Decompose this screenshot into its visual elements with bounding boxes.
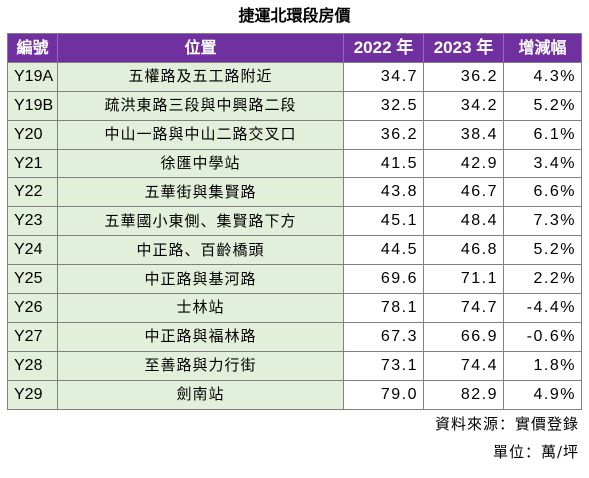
cell-2022-price: 32.5 xyxy=(343,90,424,121)
table-row: Y24 中正路、百齡橋頭 44.5 46.8 5.2% xyxy=(7,235,582,266)
table-row: Y29 劍南站 79.0 82.9 4.9% xyxy=(7,379,582,410)
table-row: Y28 至善路與力行街 73.1 74.4 1.8% xyxy=(7,350,582,381)
cell-location: 徐匯中學站 xyxy=(57,148,344,179)
cell-change: 5.2% xyxy=(503,90,582,121)
cell-change: 2.2% xyxy=(503,264,582,295)
table-row: Y25 中正路與基河路 69.6 71.1 2.2% xyxy=(7,264,582,295)
cell-code: Y19A xyxy=(7,61,58,92)
cell-2023-price: 74.7 xyxy=(423,293,504,323)
cell-2023-price: 71.1 xyxy=(423,264,504,295)
cell-2022-price: 36.2 xyxy=(343,119,424,150)
cell-location: 中正路與福林路 xyxy=(57,321,344,352)
cell-location: 疏洪東路三段與中興路二段 xyxy=(57,90,344,121)
cell-2022-price: 43.8 xyxy=(343,177,424,208)
cell-2023-price: 46.7 xyxy=(423,177,504,208)
header-change: 增減幅 xyxy=(503,33,582,63)
cell-2023-price: 74.4 xyxy=(423,350,504,381)
cell-2022-price: 73.1 xyxy=(343,350,424,381)
cell-code: Y21 xyxy=(7,148,58,179)
cell-change: 4.3% xyxy=(503,61,582,92)
cell-code: Y26 xyxy=(7,293,58,323)
cell-2023-price: 34.2 xyxy=(423,90,504,121)
table-row: Y23 五華國小東側、集賢路下方 45.1 48.4 7.3% xyxy=(7,206,582,237)
cell-2023-price: 66.9 xyxy=(423,321,504,352)
cell-change: -0.6% xyxy=(503,321,582,352)
unit-note: 單位：萬/坪 xyxy=(492,443,579,461)
cell-location: 中正路、百齡橋頭 xyxy=(57,235,344,266)
header-2023: 2023 年 xyxy=(423,33,504,63)
cell-2022-price: 45.1 xyxy=(343,206,424,237)
cell-location: 五華街與集賢路 xyxy=(57,177,344,208)
table-title: 捷運北環段房價 xyxy=(238,6,351,25)
cell-2022-price: 69.6 xyxy=(343,264,424,295)
table-body: Y19A 五權路及五工路附近 34.7 36.2 4.3% Y19B 疏洪東路三段與中興路二… xyxy=(7,61,582,410)
cell-change: 1.8% xyxy=(503,350,582,381)
cell-change: 3.4% xyxy=(503,148,582,179)
cell-location: 士林站 xyxy=(57,293,344,323)
table-row: Y26 士林站 78.1 74.7 -4.4% xyxy=(7,293,582,323)
cell-2023-price: 38.4 xyxy=(423,119,504,150)
cell-change: 5.2% xyxy=(503,235,582,266)
cell-2022-price: 34.7 xyxy=(343,61,424,92)
cell-location: 中山一路與中山二路交叉口 xyxy=(57,119,344,150)
header-code: 編號 xyxy=(7,33,58,63)
cell-location: 五華國小東側、集賢路下方 xyxy=(57,206,344,237)
cell-2023-price: 48.4 xyxy=(423,206,504,237)
cell-change: 6.1% xyxy=(503,119,582,150)
cell-location: 劍南站 xyxy=(57,379,344,410)
table-row: Y21 徐匯中學站 41.5 42.9 3.4% xyxy=(7,148,582,179)
table-row: Y19B 疏洪東路三段與中興路二段 32.5 34.2 5.2% xyxy=(7,90,582,121)
table-row: Y27 中正路與福林路 67.3 66.9 -0.6% xyxy=(7,321,582,352)
cell-2023-price: 82.9 xyxy=(423,379,504,410)
source-note: 資料來源：實價登錄 xyxy=(434,415,579,433)
header-2022: 2022 年 xyxy=(343,33,424,63)
cell-2023-price: 42.9 xyxy=(423,148,504,179)
cell-2022-price: 44.5 xyxy=(343,235,424,266)
cell-location: 中正路與基河路 xyxy=(57,264,344,295)
table-row: Y22 五華街與集賢路 43.8 46.7 6.6% xyxy=(7,177,582,208)
cell-change: 6.6% xyxy=(503,177,582,208)
cell-code: Y24 xyxy=(7,235,58,266)
cell-change: 7.3% xyxy=(503,206,582,237)
cell-2022-price: 78.1 xyxy=(343,293,424,323)
cell-code: Y27 xyxy=(7,321,58,352)
cell-code: Y20 xyxy=(7,119,58,150)
cell-location: 至善路與力行街 xyxy=(57,350,344,381)
cell-2023-price: 46.8 xyxy=(423,235,504,266)
cell-change: -4.4% xyxy=(503,293,582,323)
cell-2022-price: 41.5 xyxy=(343,148,424,179)
table-row: Y20 中山一路與中山二路交叉口 36.2 38.4 6.1% xyxy=(7,119,582,150)
cell-code: Y23 xyxy=(7,206,58,237)
cell-code: Y28 xyxy=(7,350,58,381)
cell-code: Y22 xyxy=(7,177,58,208)
cell-code: Y29 xyxy=(7,379,58,410)
cell-change: 4.9% xyxy=(503,379,582,410)
cell-2022-price: 79.0 xyxy=(343,379,424,410)
cell-code: Y25 xyxy=(7,264,58,295)
cell-2023-price: 36.2 xyxy=(423,61,504,92)
cell-location: 五權路及五工路附近 xyxy=(57,61,344,92)
price-table: 編號 位置 2022 年 2023 年 增減幅 Y19A 五權路及五工路附近 34.… xyxy=(7,33,582,410)
header-row: 編號 位置 2022 年 2023 年 增減幅 xyxy=(7,33,582,63)
cell-code: Y19B xyxy=(7,90,58,121)
table-row: Y19A 五權路及五工路附近 34.7 36.2 4.3% xyxy=(7,61,582,92)
cell-2022-price: 67.3 xyxy=(343,321,424,352)
header-location: 位置 xyxy=(57,33,344,63)
